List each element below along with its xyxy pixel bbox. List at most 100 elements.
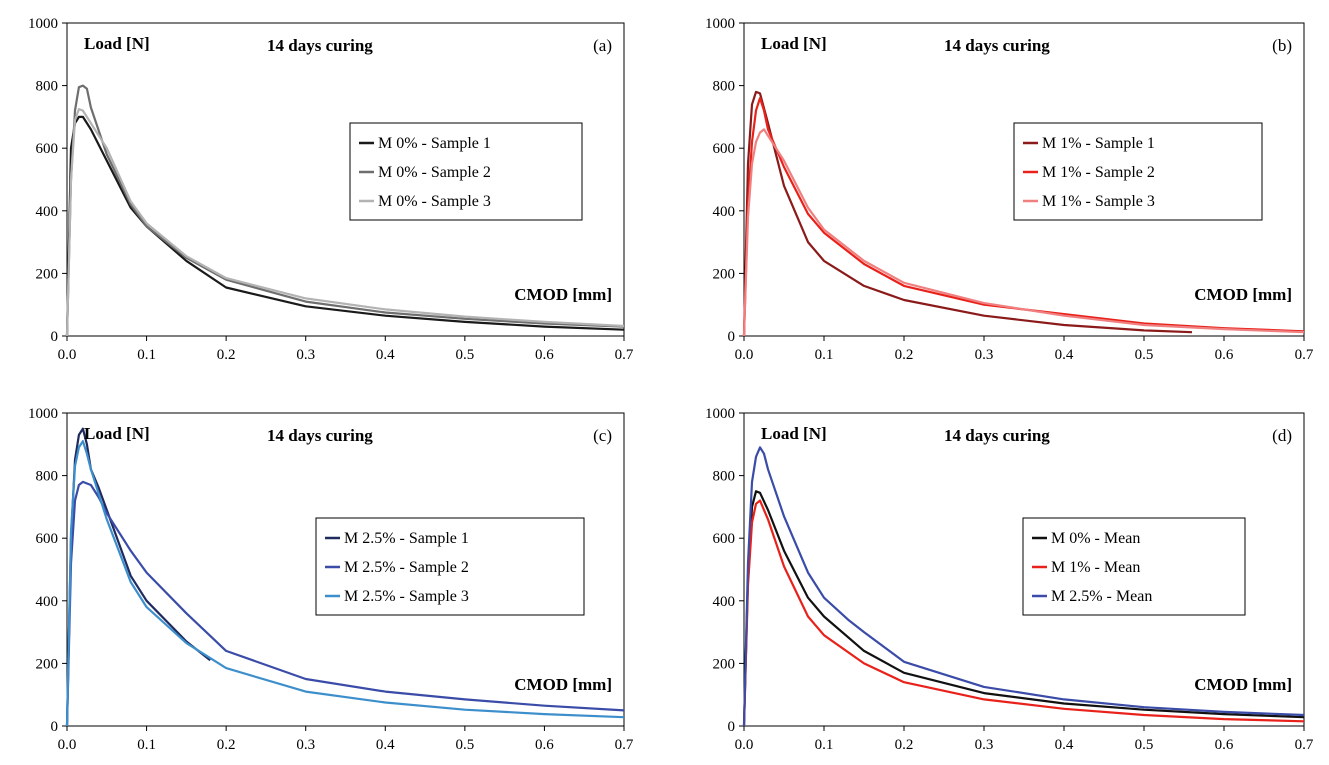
- x-tick-label: 0.0: [735, 347, 754, 363]
- legend-box: [315, 517, 585, 616]
- y-tick-label: 400: [36, 594, 59, 610]
- x-tick-label: 0.1: [137, 737, 156, 753]
- x-tick-label: 0.2: [217, 737, 236, 753]
- panel-tag: (c): [593, 426, 612, 445]
- y-tick-label: 200: [36, 656, 59, 672]
- chart-panel-1: 0 200 400 600 800 1000 0.0 0.1 0.2 0.3 0.4 0.5 0.6 0.…: [28, 16, 634, 363]
- series-line-2: [742, 499, 1305, 727]
- y-tick-label: 1000: [705, 16, 735, 32]
- legend-entry: M 1% - Sample 2: [1042, 164, 1155, 181]
- x-tick-label: 0.0: [735, 737, 754, 753]
- y-tick-label: 0: [51, 329, 59, 345]
- chart-title: 14 days curing: [267, 36, 373, 55]
- chart-title: 14 days curing: [944, 36, 1050, 55]
- series-line-2: [742, 97, 1305, 337]
- panel-tag: (d): [1272, 426, 1292, 445]
- y-tick-label: 400: [36, 204, 59, 220]
- x-tick-label: 0.4: [376, 737, 395, 753]
- x-tick-label: 0.7: [1295, 737, 1314, 753]
- x-tick-label: 0.0: [58, 347, 77, 363]
- x-tick-label: 0.2: [895, 347, 914, 363]
- y-tick-label: 800: [36, 469, 59, 485]
- panel-tag: (b): [1272, 36, 1292, 55]
- panel-tag: (a): [593, 36, 612, 55]
- x-axis-label: CMOD [mm]: [514, 285, 612, 304]
- legend: M 1% - Sample 1 M 1% - Sample 2 M 1% - Sam…: [1013, 122, 1263, 221]
- legend-entry: M 1% - Sample 3: [1042, 193, 1155, 210]
- legend: M 2.5% - Sample 1 M 2.5% - Sample 2 M 2.5%…: [315, 517, 585, 616]
- y-tick-label: 400: [713, 204, 736, 220]
- series-line-3: [742, 446, 1305, 727]
- plot-area: [743, 412, 1305, 727]
- legend-entry: M 0% - Sample 3: [378, 193, 491, 210]
- legend-entry: M 2.5% - Mean: [1051, 588, 1152, 605]
- y-tick-label: 400: [713, 594, 736, 610]
- x-tick-label: 0.4: [1055, 737, 1074, 753]
- legend-box: [1022, 517, 1246, 616]
- y-tick-label: 0: [728, 719, 736, 735]
- legend-box: [349, 122, 583, 221]
- x-tick-label: 0.7: [615, 347, 634, 363]
- x-tick-label: 0.4: [1055, 347, 1074, 363]
- y-tick-label: 600: [713, 531, 736, 547]
- x-tick-label: 0.7: [1295, 347, 1314, 363]
- legend-box: [1013, 122, 1263, 221]
- x-tick-label: 0.5: [1135, 347, 1154, 363]
- series-line-3: [65, 440, 625, 727]
- x-tick-label: 0.7: [615, 737, 634, 753]
- legend-entry: M 0% - Mean: [1051, 530, 1140, 547]
- y-axis-label: Load [N]: [761, 424, 827, 443]
- x-axis-label: CMOD [mm]: [514, 675, 612, 694]
- x-tick-label: 0.5: [1135, 737, 1154, 753]
- x-tick-label: 0.6: [535, 737, 554, 753]
- x-axis-label: CMOD [mm]: [1194, 675, 1292, 694]
- x-tick-label: 0.6: [535, 347, 554, 363]
- plot-area: [66, 22, 625, 337]
- x-tick-label: 0.1: [815, 737, 834, 753]
- chart-panel-2: 0 200 400 600 800 1000 0.0 0.1 0.2 0.3 0.4 0.5 0.6 0.…: [705, 16, 1314, 363]
- y-tick-label: 1000: [28, 406, 58, 422]
- series-line-2: [65, 480, 625, 727]
- y-tick-label: 600: [713, 141, 736, 157]
- x-tick-label: 0.4: [376, 347, 395, 363]
- series-line-1: [742, 490, 1305, 727]
- legend-entry: M 1% - Mean: [1051, 559, 1140, 576]
- chart-panel-4: 0 200 400 600 800 1000 0.0 0.1 0.2 0.3 0.4 0.5 0.6 0.…: [705, 406, 1314, 753]
- y-tick-label: 800: [36, 79, 59, 95]
- legend: M 0% - Mean M 1% - Mean M 2.5% - Mean: [1022, 517, 1246, 616]
- y-axis-label: Load [N]: [761, 34, 827, 53]
- series-line-1: [742, 90, 1193, 337]
- legend: M 0% - Sample 1 M 0% - Sample 2 M 0% - Sam…: [349, 122, 583, 221]
- x-tick-label: 0.6: [1215, 737, 1234, 753]
- y-tick-label: 800: [713, 469, 736, 485]
- y-tick-label: 600: [36, 531, 59, 547]
- legend-entry: M 2.5% - Sample 1: [344, 530, 469, 547]
- legend-entry: M 0% - Sample 1: [378, 135, 491, 152]
- x-tick-label: 0.2: [895, 737, 914, 753]
- y-tick-label: 200: [713, 266, 736, 282]
- legend-entry: M 2.5% - Sample 2: [344, 559, 469, 576]
- x-tick-label: 0.0: [58, 737, 77, 753]
- y-axis-label: Load [N]: [84, 34, 150, 53]
- x-tick-label: 0.5: [455, 737, 474, 753]
- y-tick-label: 800: [713, 79, 736, 95]
- x-tick-label: 0.3: [296, 347, 315, 363]
- y-tick-label: 1000: [705, 406, 735, 422]
- chart-panel-3: 0 200 400 600 800 1000 0.0 0.1 0.2 0.3 0.4 0.5 0.6 0.…: [28, 406, 634, 753]
- y-tick-label: 0: [728, 329, 736, 345]
- chart-title: 14 days curing: [267, 426, 373, 445]
- legend-entry: M 1% - Sample 1: [1042, 135, 1155, 152]
- x-axis-label: CMOD [mm]: [1194, 285, 1292, 304]
- legend-entry: M 2.5% - Sample 3: [344, 588, 469, 605]
- chart-title: 14 days curing: [944, 426, 1050, 445]
- x-tick-label: 0.5: [455, 347, 474, 363]
- x-tick-label: 0.3: [975, 737, 994, 753]
- x-tick-label: 0.1: [137, 347, 156, 363]
- x-tick-label: 0.1: [815, 347, 834, 363]
- legend-entry: M 0% - Sample 2: [378, 164, 491, 181]
- y-tick-label: 200: [36, 266, 59, 282]
- series-line-3: [65, 108, 625, 337]
- series-line-1: [65, 427, 211, 727]
- plot-area: [743, 22, 1305, 337]
